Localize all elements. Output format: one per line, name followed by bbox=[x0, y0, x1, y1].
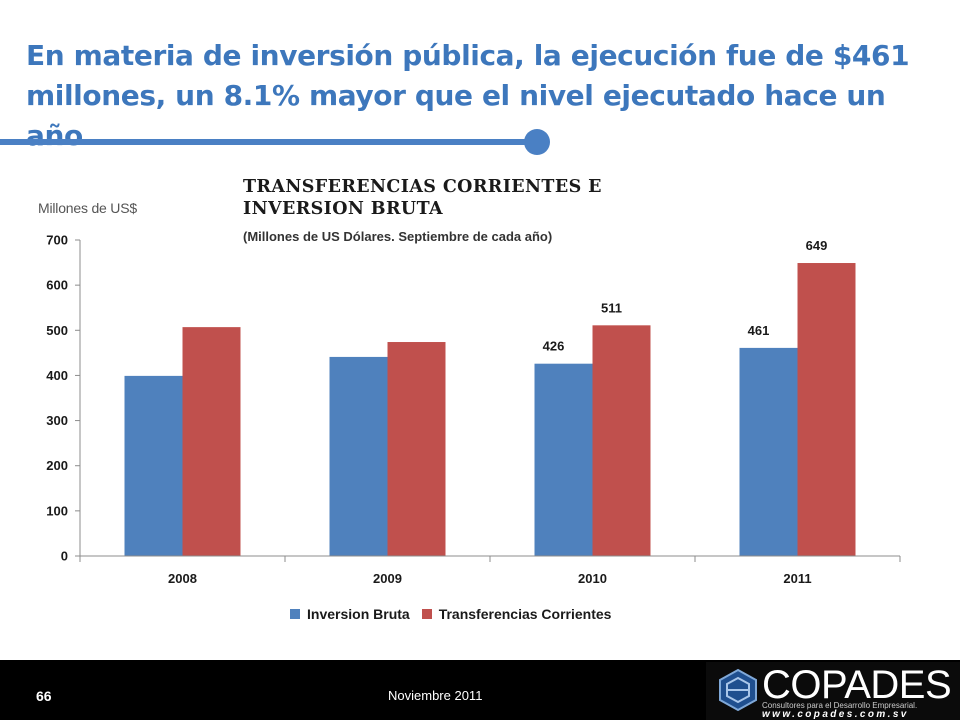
slide-headline: En materia de inversión pública, la ejec… bbox=[26, 39, 910, 152]
y-tick-label: 200 bbox=[46, 458, 68, 473]
legend-swatch-transferencias-corrientes bbox=[421, 609, 432, 619]
bar-transferencias-corrientes-2009 bbox=[387, 342, 446, 556]
bar-inversion-bruta-2011 bbox=[739, 347, 798, 556]
x-tick-label-2009: 2009 bbox=[373, 571, 402, 586]
y-tick-label: 100 bbox=[46, 503, 68, 518]
chart-legend: Inversion Bruta Transferencias Corriente… bbox=[290, 606, 623, 622]
bar-transferencias-corrientes-2011 bbox=[797, 263, 856, 556]
logo-url: www.copades.com.sv bbox=[762, 709, 909, 720]
y-tick-label: 700 bbox=[46, 233, 68, 248]
chart-subtitle: (Millones de US Dólares. Septiembre de c… bbox=[243, 229, 553, 244]
logo-tagline: Consultores para el Desarrollo Empresari… bbox=[762, 701, 918, 710]
logo-wordmark: COPADES bbox=[762, 663, 952, 707]
y-tick-label: 0 bbox=[61, 549, 68, 564]
bar-transferencias-corrientes-2008 bbox=[182, 327, 241, 556]
chart-title: TRANSFERENCIAS CORRIENTES E INVERSION BR… bbox=[243, 177, 602, 219]
bar-chart: 0 100 200 300 400 500 600 700 426 511 461 649 2008 20… bbox=[46, 233, 901, 586]
data-label-inversion-bruta-2010: 426 bbox=[543, 339, 565, 354]
headline-rule-dot bbox=[524, 129, 550, 155]
legend-label-inversion-bruta: Inversion Bruta bbox=[307, 606, 410, 622]
legend-label-transferencias-corrientes: Transferencias Corrientes bbox=[438, 606, 612, 622]
legend-item-transferencias-corrientes: Transferencias Corrientes bbox=[421, 606, 612, 622]
data-label-transferencias-corrientes-2011: 649 bbox=[806, 238, 828, 253]
footer-date: Noviembre 2011 bbox=[388, 688, 483, 703]
y-tick-label: 300 bbox=[46, 413, 68, 428]
legend-swatch-inversion-bruta bbox=[290, 609, 300, 619]
y-tick-label: 400 bbox=[46, 368, 68, 383]
x-tick-label-2011: 2011 bbox=[783, 571, 811, 586]
x-tick-label-2008: 2008 bbox=[168, 571, 197, 586]
y-axis-label: Millones de US$ bbox=[38, 200, 137, 216]
bar-inversion-bruta-2010 bbox=[534, 363, 593, 556]
bar-transferencias-corrientes-2010 bbox=[592, 325, 651, 556]
data-label-transferencias-corrientes-2010: 511 bbox=[601, 300, 622, 315]
x-tick-label-2010: 2010 bbox=[578, 571, 607, 586]
legend-item-inversion-bruta: Inversion Bruta bbox=[290, 606, 410, 622]
data-label-inversion-bruta-2011: 461 bbox=[748, 323, 770, 338]
page-number: 66 bbox=[36, 688, 52, 704]
headline-rule-line bbox=[0, 139, 530, 145]
y-tick-label: 500 bbox=[46, 323, 68, 338]
bar-inversion-bruta-2009 bbox=[329, 356, 388, 556]
bar-inversion-bruta-2008 bbox=[124, 375, 183, 556]
copades-logo-icon bbox=[719, 668, 757, 712]
y-tick-label: 600 bbox=[46, 278, 68, 293]
